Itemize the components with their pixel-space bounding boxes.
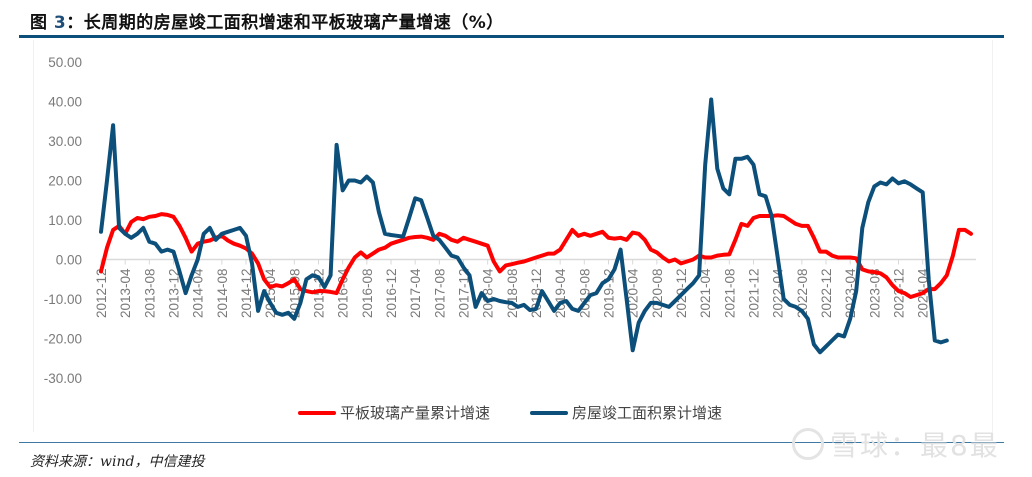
footer-rule xyxy=(19,442,1004,443)
x-tick-label: 2014-08 xyxy=(215,269,230,319)
x-tick-label: 2013-08 xyxy=(142,269,157,319)
legend-item-housing: 房屋竣工面积累计增速 xyxy=(530,402,722,423)
x-tick-label: 2012-12 xyxy=(94,269,109,319)
y-tick-label: 30.00 xyxy=(48,134,82,149)
y-tick-label: -30.00 xyxy=(44,371,82,386)
title-rule xyxy=(19,35,1004,38)
x-tick-label: 2022-08 xyxy=(795,269,810,319)
y-tick-label: 10.00 xyxy=(48,213,82,228)
source-note: 资料来源：wind，中信建投 xyxy=(30,454,205,470)
x-tick-label: 2016-12 xyxy=(384,269,399,319)
x-tick-label: 2022-12 xyxy=(819,269,834,319)
x-tick-label: 2014-04 xyxy=(191,268,206,318)
x-tick-label: 2018-04 xyxy=(481,268,496,318)
chart-frame xyxy=(33,40,993,432)
x-tick-label: 2023-08 xyxy=(867,269,882,319)
y-tick-label: 20.00 xyxy=(48,174,82,189)
x-tick-label: 2021-08 xyxy=(722,269,737,319)
x-tick-label: 2017-04 xyxy=(408,268,423,318)
x-tick-label: 2021-12 xyxy=(747,269,762,319)
chart-title: 图 3：长周期的房屋竣工面积增速和平板玻璃产量增速（%） xyxy=(30,8,504,33)
x-tick-label: 2017-08 xyxy=(432,269,447,319)
y-tick-label: 0.00 xyxy=(56,253,82,268)
x-tick-label: 2016-04 xyxy=(336,268,351,318)
legend-item-glass: 平板玻璃产量累计增速 xyxy=(298,402,490,423)
title-number: 3 xyxy=(53,13,67,33)
xueqiu-logo-icon xyxy=(792,428,824,460)
legend-swatch-glass xyxy=(298,410,336,415)
x-tick-label: 2014-12 xyxy=(239,269,254,319)
x-tick-label: 2018-12 xyxy=(529,269,544,319)
y-tick-label: -10.00 xyxy=(44,292,82,307)
x-tick-label: 2021-04 xyxy=(698,268,713,318)
x-tick-label: 2020-04 xyxy=(626,268,641,318)
title-text: ：长周期的房屋竣工面积增速和平板玻璃产量增速（%） xyxy=(66,13,504,33)
x-tick-label: 2015-08 xyxy=(287,269,302,319)
legend-label-glass: 平板玻璃产量累计增速 xyxy=(340,404,491,422)
x-tick-label: 2018-08 xyxy=(505,269,520,319)
series-line-housing xyxy=(99,97,949,355)
x-tick-label: 2013-04 xyxy=(118,268,133,318)
line-chart: 50.00 40.00 30.00 20.00 10.00 0.00 -10.00 -20.0… xyxy=(44,55,976,386)
watermark-text: 雪球：最8最 xyxy=(830,429,1000,462)
legend-swatch-housing xyxy=(530,410,568,415)
x-tick-label: 2016-08 xyxy=(360,269,375,319)
legend-label-housing: 房屋竣工面积累计增速 xyxy=(572,404,723,422)
y-tick-label: -20.00 xyxy=(44,332,82,347)
series-line-glass xyxy=(99,212,973,299)
title-prefix: 图 xyxy=(30,13,48,33)
x-tick-label: 2013-12 xyxy=(167,269,182,319)
x-tick-label: 2017-12 xyxy=(457,269,472,319)
x-tick-label: 2020-08 xyxy=(650,269,665,319)
y-tick-label: 40.00 xyxy=(48,95,82,110)
y-tick-label: 50.00 xyxy=(48,55,82,70)
watermark: 雪球：最8最 xyxy=(792,424,1000,464)
